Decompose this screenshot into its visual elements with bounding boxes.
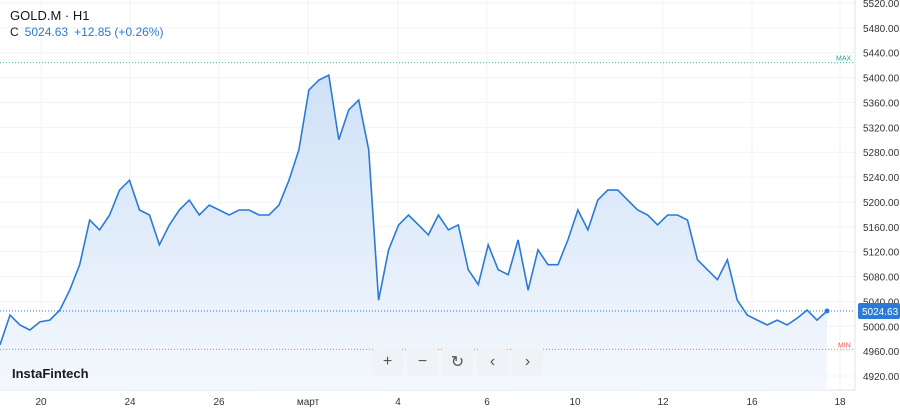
area-fill: [0, 75, 827, 390]
y-tick-label: 5200.00: [863, 198, 900, 209]
scroll-left-button[interactable]: ‹: [477, 348, 508, 376]
x-tick-label: 12: [657, 397, 669, 408]
y-tick-label: 5240.00: [863, 173, 900, 184]
x-tick-label: 10: [569, 397, 581, 408]
scroll-right-button[interactable]: ›: [512, 348, 543, 376]
x-tick-label: 20: [35, 397, 47, 408]
close-label: C: [10, 25, 19, 39]
ohlc-legend: C 5024.63 +12.85 (+0.26%): [10, 25, 163, 39]
logo: InstaFintech: [12, 366, 89, 381]
symbol-title: GOLD.M · H1: [10, 8, 90, 23]
max-label: MAX: [836, 56, 852, 63]
y-tick-label: 5520.00: [863, 0, 900, 10]
last-price-badge: [858, 302, 900, 319]
y-tick-label: 5000.00: [863, 322, 900, 333]
x-tick-label: 6: [484, 397, 490, 408]
y-tick-label: 4920.00: [863, 372, 900, 383]
x-tick-label: 16: [746, 397, 758, 408]
min-label: MIN: [838, 342, 851, 349]
x-tick-label: март: [297, 397, 320, 408]
price-line: [0, 73, 828, 346]
y-tick-label: 5080.00: [863, 273, 900, 284]
y-tick-label: 5120.00: [863, 248, 900, 259]
y-tick-label: 5400.00: [863, 74, 900, 85]
last-price-label: 5024.63: [862, 307, 899, 318]
last-point: [824, 308, 830, 314]
y-tick-label: 5280.00: [863, 148, 900, 159]
x-tick-label: 4: [395, 397, 401, 408]
zoom-in-button[interactable]: +: [372, 348, 403, 376]
close-value: 5024.63: [24, 25, 69, 39]
y-tick-label: 5040.00: [863, 297, 900, 308]
chart-controls: + − ↻ ‹ ›: [372, 348, 543, 376]
y-tick-label: 5160.00: [863, 223, 900, 234]
y-tick-label: 5320.00: [863, 123, 900, 134]
y-tick-label: 4960.00: [863, 347, 900, 358]
x-tick-label: 18: [834, 397, 846, 408]
y-tick-label: 5440.00: [863, 49, 900, 60]
x-tick-label: 24: [124, 397, 136, 408]
y-tick-label: 5360.00: [863, 98, 900, 109]
zoom-out-button[interactable]: −: [407, 348, 438, 376]
x-tick-label: 26: [213, 397, 225, 408]
change-value: +12.85 (+0.26%): [74, 25, 164, 39]
reset-button[interactable]: ↻: [442, 348, 473, 376]
y-tick-label: 5480.00: [863, 24, 900, 35]
